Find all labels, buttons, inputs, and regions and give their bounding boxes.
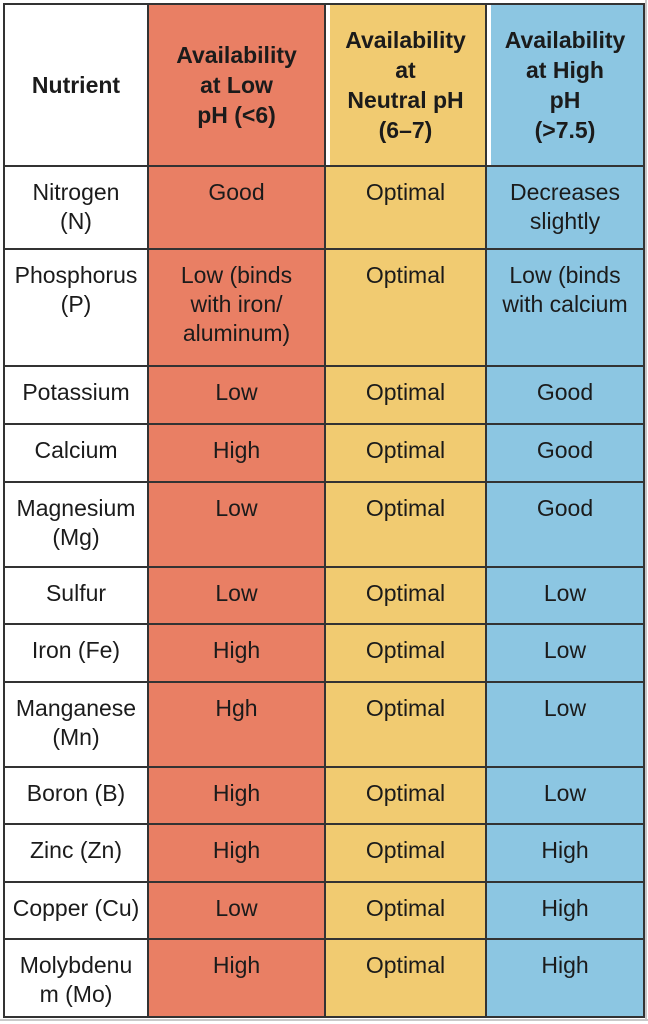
nutrient-name-cell: Potassium (3, 365, 149, 425)
high-ph-availability-cell: Good (485, 365, 645, 425)
high-ph-availability-cell: High (485, 938, 645, 1018)
table-row-calcium: Calcium High Optimal Good (3, 423, 645, 483)
high-ph-availability-cell: Good (485, 481, 645, 568)
nutrient-name-cell: Nitrogen (N) (3, 165, 149, 250)
nutrient-availability-table: Nutrient Availability at Low pH (<6) Ava… (3, 3, 645, 1018)
neutral-ph-availability-cell: Optimal (324, 248, 487, 367)
table-row-zinc: Zinc (Zn) High Optimal High (3, 823, 645, 883)
neutral-ph-availability-cell: Optimal (324, 766, 487, 825)
high-ph-availability-cell: Decreases slightly (485, 165, 645, 250)
table-row-molybdenum: Molybdenu m (Mo) High Optimal High (3, 938, 645, 1018)
high-ph-availability-cell: High (485, 881, 645, 940)
table-row-magnesium: Magnesium (Mg) Low Optimal Good (3, 481, 645, 568)
low-ph-availability-cell: Hgh (147, 681, 326, 768)
neutral-ph-availability-cell: Optimal (324, 823, 487, 883)
low-ph-availability-cell: Good (147, 165, 326, 250)
table-row-boron: Boron (B) High Optimal Low (3, 766, 645, 825)
column-header-high-ph: Availability at High pH (>7.5) (485, 3, 645, 167)
low-ph-availability-cell: Low (147, 365, 326, 425)
neutral-ph-availability-cell: Optimal (324, 481, 487, 568)
low-ph-availability-cell: Low (147, 481, 326, 568)
table-row-potassium: Potassium Low Optimal Good (3, 365, 645, 425)
header-row: Nutrient Availability at Low pH (<6) Ava… (3, 3, 645, 167)
low-ph-availability-cell: Low (147, 566, 326, 625)
high-ph-availability-cell: High (485, 823, 645, 883)
high-ph-availability-cell: Low (485, 681, 645, 768)
neutral-ph-availability-cell: Optimal (324, 938, 487, 1018)
low-ph-availability-cell: High (147, 423, 326, 483)
nutrient-name-cell: Copper (Cu) (3, 881, 149, 940)
low-ph-availability-cell: High (147, 823, 326, 883)
nutrient-name-cell: Phosphorus (P) (3, 248, 149, 367)
nutrient-name-cell: Manganese (Mn) (3, 681, 149, 768)
table-row-phosphorus: Phosphorus (P) Low (binds with iron/ alu… (3, 248, 645, 367)
nutrient-name-cell: Iron (Fe) (3, 623, 149, 683)
image-edge-line (645, 0, 647, 1021)
column-header-nutrient: Nutrient (3, 3, 149, 167)
neutral-ph-availability-cell: Optimal (324, 165, 487, 250)
low-ph-availability-cell: Low (binds with iron/ aluminum) (147, 248, 326, 367)
neutral-ph-availability-cell: Optimal (324, 423, 487, 483)
neutral-ph-availability-cell: Optimal (324, 566, 487, 625)
nutrient-name-cell: Calcium (3, 423, 149, 483)
neutral-ph-availability-cell: Optimal (324, 623, 487, 683)
high-ph-availability-cell: Low (485, 623, 645, 683)
low-ph-availability-cell: Low (147, 881, 326, 940)
high-ph-availability-cell: Low (485, 566, 645, 625)
high-ph-availability-cell: Low (485, 766, 645, 825)
nutrient-name-cell: Magnesium (Mg) (3, 481, 149, 568)
table-row-manganese: Manganese (Mn) Hgh Optimal Low (3, 681, 645, 768)
table-row-nitrogen: Nitrogen (N) Good Optimal Decreases slig… (3, 165, 645, 250)
table-row-iron: Iron (Fe) High Optimal Low (3, 623, 645, 683)
neutral-ph-availability-cell: Optimal (324, 365, 487, 425)
nutrient-name-cell: Sulfur (3, 566, 149, 625)
column-header-low-ph: Availability at Low pH (<6) (147, 3, 326, 167)
column-header-neutral-ph: Availability at Neutral pH (6–7) (324, 3, 487, 167)
low-ph-availability-cell: High (147, 766, 326, 825)
low-ph-availability-cell: High (147, 623, 326, 683)
table-row-sulfur: Sulfur Low Optimal Low (3, 566, 645, 625)
table-row-copper: Copper (Cu) Low Optimal High (3, 881, 645, 940)
nutrient-name-cell: Boron (B) (3, 766, 149, 825)
neutral-ph-availability-cell: Optimal (324, 681, 487, 768)
nutrient-name-cell: Molybdenu m (Mo) (3, 938, 149, 1018)
neutral-ph-availability-cell: Optimal (324, 881, 487, 940)
low-ph-availability-cell: High (147, 938, 326, 1018)
high-ph-availability-cell: Low (binds with calcium (485, 248, 645, 367)
image-edge-line (0, 1019, 648, 1021)
nutrient-name-cell: Zinc (Zn) (3, 823, 149, 883)
high-ph-availability-cell: Good (485, 423, 645, 483)
